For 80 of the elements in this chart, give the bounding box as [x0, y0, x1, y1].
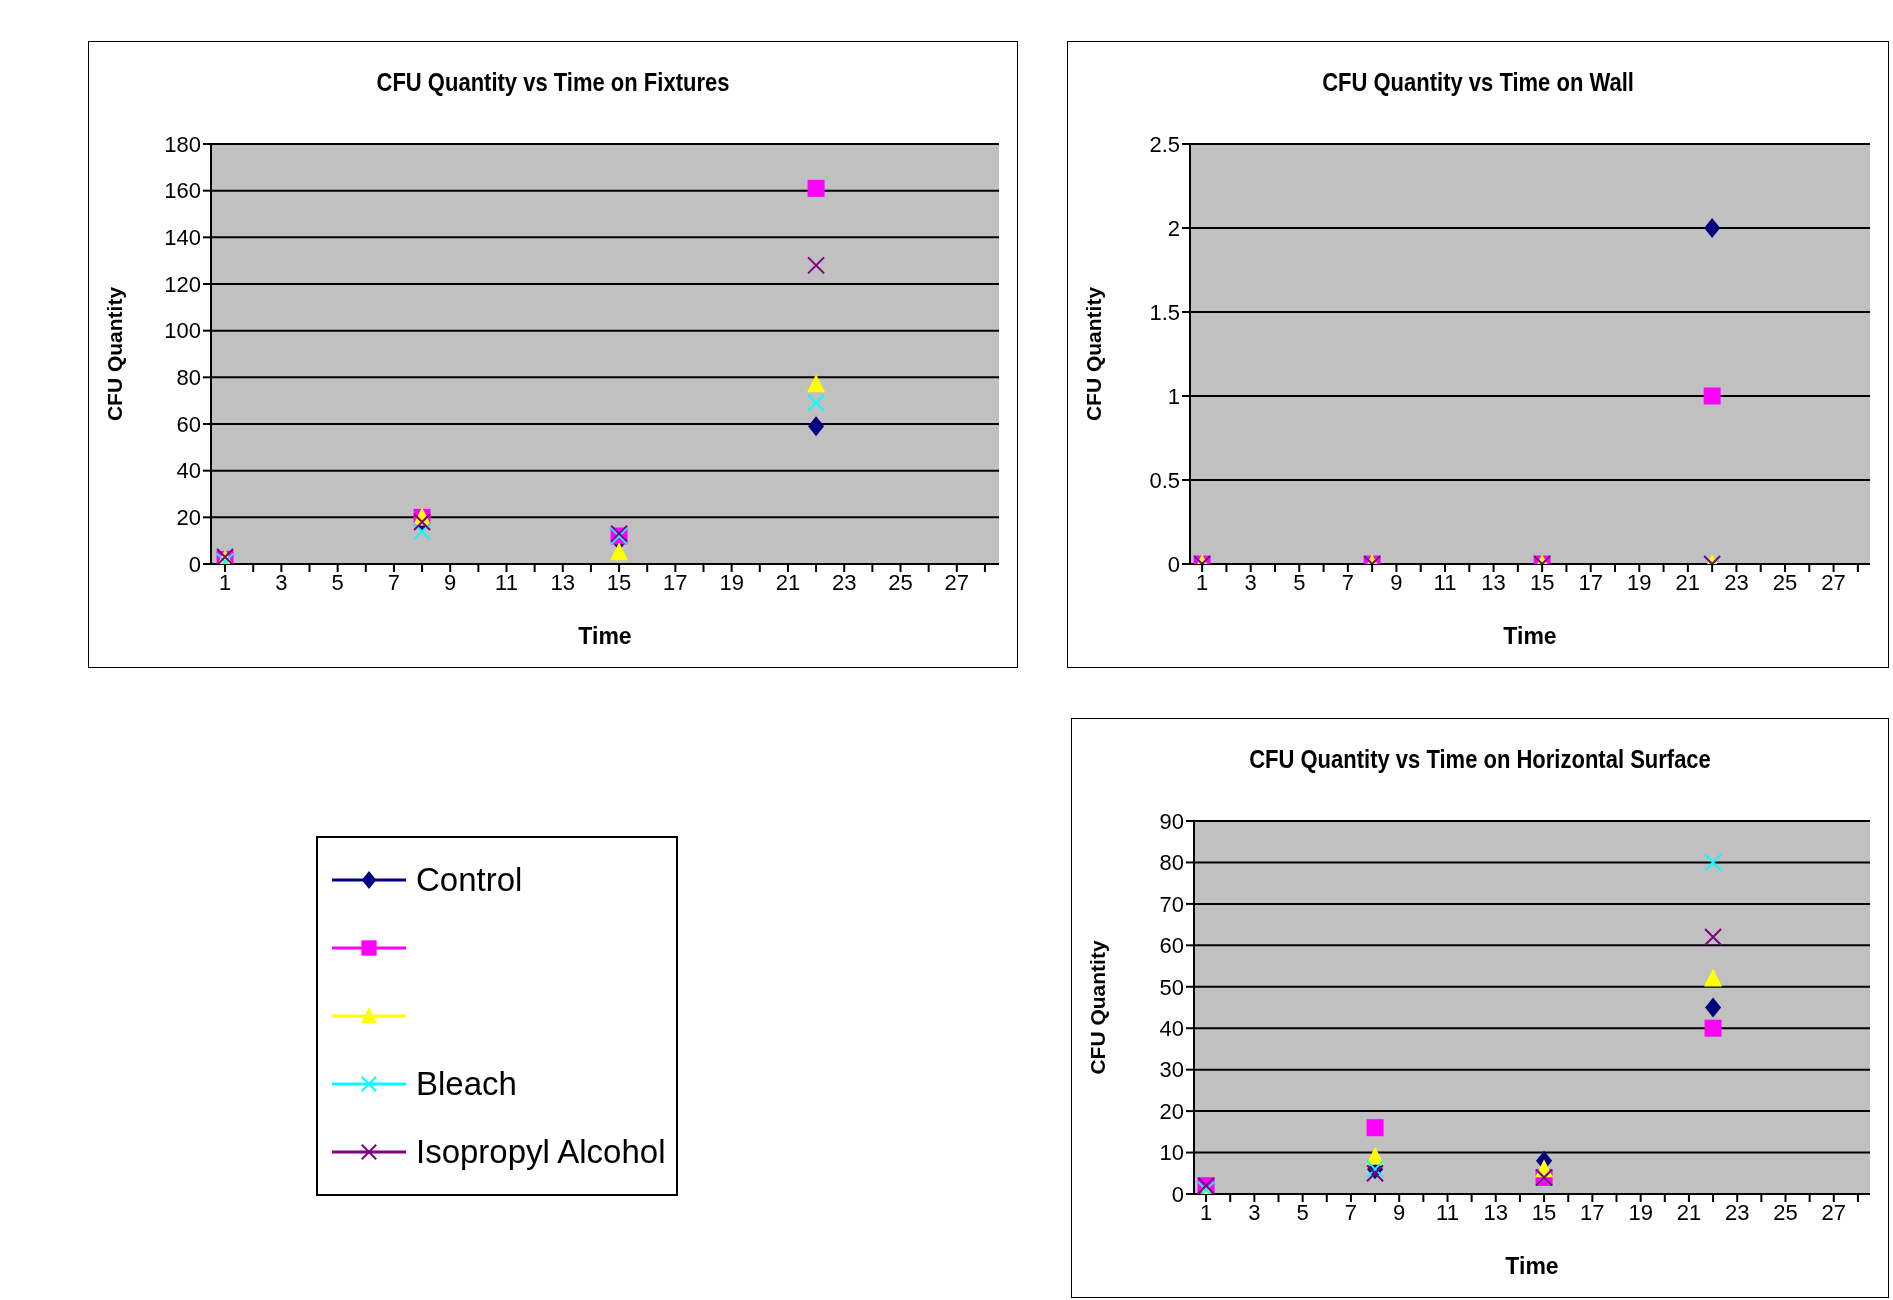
x-tick-label: 19 [1628, 1199, 1653, 1225]
x-tick-label: 9 [1393, 1199, 1406, 1225]
x-tick-label: 25 [888, 569, 913, 595]
x-tick-label: 5 [1296, 1199, 1309, 1225]
x-tick-label: 11 [495, 569, 518, 595]
y-tick-label: 40 [176, 458, 201, 484]
y-tick-label: 20 [176, 505, 201, 531]
chart-title: CFU Quantity vs Time on Fixtures [375, 68, 731, 97]
x-tick-label: 5 [331, 569, 344, 595]
x-tick-label: 7 [1344, 1199, 1358, 1225]
y-tick-label: 140 [164, 225, 201, 251]
x-axis-title: Time [578, 623, 632, 649]
x-tick-label: 3 [1248, 1199, 1261, 1225]
y-tick-label: 0 [1171, 1181, 1184, 1207]
y-tick-label: 70 [1159, 891, 1184, 917]
chart-title: CFU Quantity vs Time on Wall [1321, 68, 1635, 97]
x-tick-label: 25 [1773, 1199, 1798, 1225]
x-tick-label: 23 [831, 569, 857, 595]
y-tick-label: 2.5 [1149, 131, 1180, 157]
legend-label: Control [416, 861, 524, 899]
x-tick-label: 9 [1390, 569, 1403, 595]
x-tick-label: 7 [1341, 569, 1354, 595]
x-tick-label: 11 [1433, 569, 1457, 595]
x-tick-label: 15 [1531, 1199, 1557, 1225]
y-tick-label: 20 [1159, 1098, 1184, 1124]
x-tick-label: 1 [218, 569, 232, 595]
x-tick-label: 1 [1199, 1199, 1213, 1225]
y-tick-label: 60 [1159, 933, 1184, 959]
y-tick-label: 1 [1167, 383, 1180, 409]
y-tick-label: 30 [1159, 1057, 1184, 1083]
y-tick-label: 90 [1159, 808, 1184, 834]
x-tick-label: 19 [1627, 569, 1652, 595]
y-tick-label: 80 [176, 365, 201, 391]
y-tick-label: 100 [164, 318, 201, 344]
x-tick-label: 13 [550, 569, 576, 595]
y-tick-label: 2 [1167, 215, 1180, 241]
x-tick-label: 23 [1724, 1199, 1750, 1225]
x-tick-label: 15 [1529, 569, 1555, 595]
x-tick-label: 21 [1676, 1199, 1702, 1225]
x-tick-label: 5 [1293, 569, 1306, 595]
x-tick-label: 3 [275, 569, 288, 595]
x-tick-label: 3 [1244, 569, 1257, 595]
x-tick-label: 13 [1481, 569, 1506, 595]
y-tick-label: 60 [176, 411, 201, 437]
x-tick-label: 25 [1772, 569, 1798, 595]
y-axis-title: CFU Quantity [1082, 286, 1106, 422]
x-tick-label: 27 [1821, 1199, 1847, 1225]
x-tick-label: 17 [663, 569, 688, 595]
y-tick-label: 0 [188, 551, 201, 577]
legend-label: Bleach [416, 1065, 518, 1103]
x-tick-label: 17 [1578, 569, 1603, 595]
y-tick-label: 160 [164, 178, 201, 204]
y-tick-label: 50 [1159, 974, 1184, 1000]
x-tick-label: 19 [719, 569, 744, 595]
y-tick-label: 10 [1159, 1140, 1184, 1166]
x-tick-label: 1 [1196, 569, 1209, 595]
x-tick-label: 27 [1821, 569, 1846, 595]
x-tick-label: 7 [387, 569, 401, 595]
y-tick-label: 180 [164, 131, 201, 157]
chart-title: CFU Quantity vs Time on Horizontal Surface [1248, 745, 1712, 774]
y-tick-label: 0.5 [1149, 467, 1180, 493]
x-axis-title: Time [1503, 623, 1557, 649]
x-tick-label: 17 [1580, 1199, 1605, 1225]
y-tick-label: 80 [1159, 850, 1184, 876]
x-tick-label: 27 [944, 569, 970, 595]
y-tick-label: 120 [164, 271, 201, 297]
x-tick-label: 11 [1436, 1199, 1459, 1225]
x-tick-label: 21 [1675, 569, 1701, 595]
x-axis-title: Time [1505, 1253, 1559, 1279]
y-axis-title: CFU Quantity [103, 286, 127, 422]
x-tick-label: 15 [606, 569, 632, 595]
y-tick-label: 40 [1159, 1016, 1184, 1042]
x-tick-label: 9 [444, 569, 457, 595]
legend-label: Isopropyl Alcohol [416, 1133, 666, 1171]
y-tick-label: 0 [1167, 551, 1180, 577]
x-tick-label: 21 [775, 569, 801, 595]
y-tick-label: 1.5 [1149, 299, 1180, 325]
x-tick-label: 13 [1483, 1199, 1509, 1225]
x-tick-label: 23 [1724, 569, 1749, 595]
y-axis-title: CFU Quantity [1086, 940, 1110, 1075]
